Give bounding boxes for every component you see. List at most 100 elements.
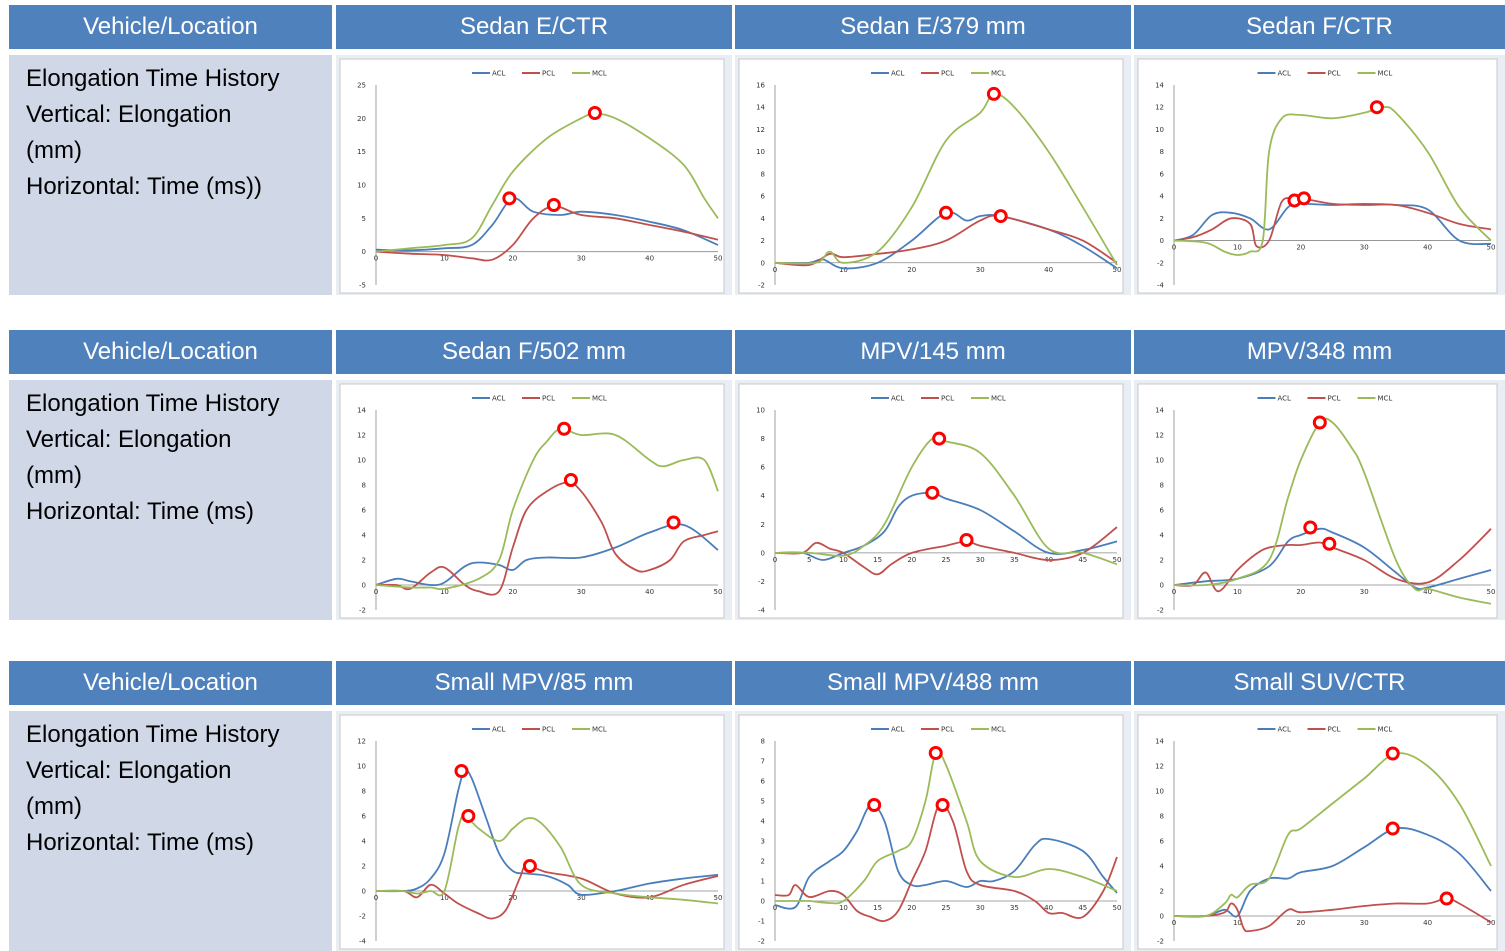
y-tick-label: 15 (357, 148, 366, 156)
x-tick-label: 50 (1113, 556, 1122, 564)
y-tick-label: -5 (359, 282, 366, 290)
x-tick-label: 50 (714, 588, 723, 596)
y-tick-label: 4 (761, 215, 766, 223)
y-tick-label: 0 (1160, 237, 1164, 245)
row-description: Elongation Time History Vertical: Elongat… (9, 55, 332, 295)
y-tick-label: 12 (1155, 763, 1164, 771)
x-tick-label: 40 (1423, 919, 1432, 927)
peak-marker (1312, 415, 1327, 430)
peak-marker (932, 431, 947, 446)
chart-header: Sedan F/CTR (1134, 5, 1505, 49)
y-tick-label: 4 (362, 838, 367, 846)
series-pcl-line (774, 802, 1118, 923)
x-tick-label: 10 (839, 904, 848, 912)
y-tick-label: 8 (761, 170, 765, 178)
y-tick-label: 12 (357, 738, 366, 746)
y-tick-label: -2 (758, 578, 765, 586)
x-tick-label: 50 (1487, 919, 1496, 927)
y-tick-label: 4 (1160, 532, 1165, 540)
x-tick-label: 30 (976, 904, 985, 912)
legend-label-pcl: PCL (941, 70, 954, 78)
x-tick-label: 0 (773, 556, 777, 564)
y-tick-label: 20 (357, 115, 366, 123)
row-description: Elongation Time History Vertical: Elongat… (9, 380, 332, 620)
x-tick-label: 0 (773, 904, 777, 912)
x-tick-label: 0 (374, 255, 378, 263)
y-tick-label: 0 (362, 582, 366, 590)
y-tick-label: 10 (1155, 126, 1164, 134)
x-tick-label: 10 (1233, 588, 1242, 596)
y-tick-label: 14 (1155, 738, 1164, 746)
chart-frame (738, 58, 1124, 294)
legend-label-acl: ACL (891, 70, 905, 78)
y-tick-label: 8 (1160, 813, 1164, 821)
y-tick-label: 0 (761, 549, 765, 557)
x-tick-label: 30 (976, 556, 985, 564)
description-line: Elongation Time History (26, 65, 280, 92)
peak-marker (502, 191, 517, 206)
legend-label-mcl: MCL (592, 726, 607, 734)
x-tick-label: 20 (1296, 919, 1305, 927)
y-tick-label: -2 (359, 607, 366, 615)
x-tick-label: 30 (577, 255, 586, 263)
x-tick-label: 10 (839, 266, 848, 274)
x-tick-label: 30 (577, 894, 586, 902)
x-tick-label: 0 (1172, 244, 1176, 252)
y-tick-label: 0 (761, 259, 765, 267)
y-tick-label: 2 (1160, 557, 1164, 565)
y-tick-label: 10 (1155, 788, 1164, 796)
y-tick-label: 12 (1155, 104, 1164, 112)
chart-header: Sedan E/379 mm (735, 5, 1131, 49)
series-acl-line (375, 769, 719, 896)
y-tick-label: 6 (761, 193, 766, 201)
legend-label-mcl: MCL (1378, 70, 1393, 78)
legend-label-acl: ACL (1278, 70, 1292, 78)
y-tick-label: -2 (359, 913, 366, 921)
y-tick-label: 5 (362, 215, 366, 223)
description-line: Horizontal: Time (ms) (26, 829, 255, 856)
y-tick-label: 6 (761, 464, 766, 472)
series-acl-line (774, 803, 1118, 910)
peak-marker (1439, 891, 1454, 906)
x-tick-label: 10 (440, 255, 449, 263)
legend-label-mcl: MCL (991, 726, 1006, 734)
x-tick-label: 0 (1172, 919, 1176, 927)
peak-marker (587, 106, 602, 120)
description-line: Vertical: Elongation (26, 426, 232, 453)
y-tick-label: 14 (357, 407, 366, 415)
chart-header: Small SUV/CTR (1134, 661, 1505, 705)
chart-cell: ACL PCL MCL -4 -2 0 2 4 6 8 10 12 14 0 10 20 30 40 50 (1134, 55, 1505, 295)
legend-label-acl: ACL (891, 395, 905, 403)
series-pcl-line (774, 214, 1118, 267)
chart-header: MPV/348 mm (1134, 330, 1505, 374)
x-tick-label: 50 (714, 894, 723, 902)
x-tick-label: 40 (1044, 266, 1053, 274)
y-tick-label: 10 (756, 407, 765, 415)
peak-marker (939, 205, 953, 220)
chart-frame (1137, 58, 1498, 294)
series-mcl-line (1173, 417, 1492, 605)
chart-legend: ACL PCL MCL (472, 70, 607, 78)
x-tick-label: 0 (1172, 588, 1176, 596)
peak-marker (557, 421, 572, 436)
series-mcl-line (375, 815, 719, 905)
y-tick-label: 2 (1160, 888, 1164, 896)
chart-header: Sedan F/502 mm (336, 330, 732, 374)
y-tick-label: 10 (1155, 457, 1164, 465)
y-tick-label: 2 (761, 858, 765, 866)
y-tick-label: 8 (761, 435, 765, 443)
chart-cell: ACL PCL MCL -4 -2 0 2 4 6 8 10 12 0 10 20 30 40 50 (336, 711, 732, 951)
chart-cell: ACL PCL MCL -2 0 2 4 6 8 10 12 14 16 0 10 20 30 40 50 (735, 55, 1131, 295)
description-line: (mm) (26, 462, 82, 489)
description-line: Horizontal: Time (ms)) (26, 173, 263, 200)
chart-cell: ACL PCL MCL -4 -2 0 2 4 6 8 10 0 5 10 15 20 25 30 35 40 45 50 (735, 380, 1131, 620)
y-tick-label: 4 (1160, 863, 1165, 871)
description-line: Elongation Time History (26, 721, 280, 748)
chart-cell: ACL PCL MCL -5 0 5 10 15 20 25 0 10 20 30 40 50 (336, 55, 732, 295)
legend-label-pcl: PCL (941, 395, 954, 403)
y-tick-label: 0 (1160, 913, 1164, 921)
label-header: Vehicle/Location (9, 661, 332, 705)
chart-svg-3: ACL PCL MCL -2 0 2 4 6 8 10 12 14 0 10 20 30 40 50 (339, 383, 725, 619)
